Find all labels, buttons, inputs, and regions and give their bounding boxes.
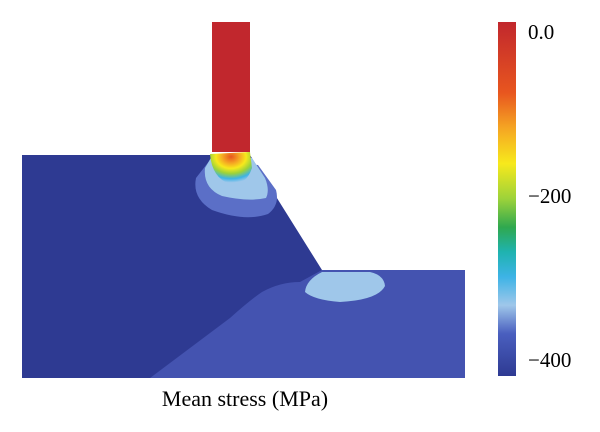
figure-caption: Mean stress (MPa) bbox=[161, 386, 329, 411]
colorbar-tick-label: 0.0 bbox=[528, 20, 555, 44]
region-vertical-strip bbox=[212, 22, 250, 152]
colorbar bbox=[498, 22, 516, 376]
colorbar-tick-label: −200 bbox=[528, 184, 572, 208]
region-contact-zone-lower-step bbox=[305, 272, 385, 302]
region-lower-block bbox=[150, 270, 465, 378]
colorbar-tick-label: −400 bbox=[528, 348, 572, 372]
region-contact-hotspot bbox=[210, 152, 252, 185]
